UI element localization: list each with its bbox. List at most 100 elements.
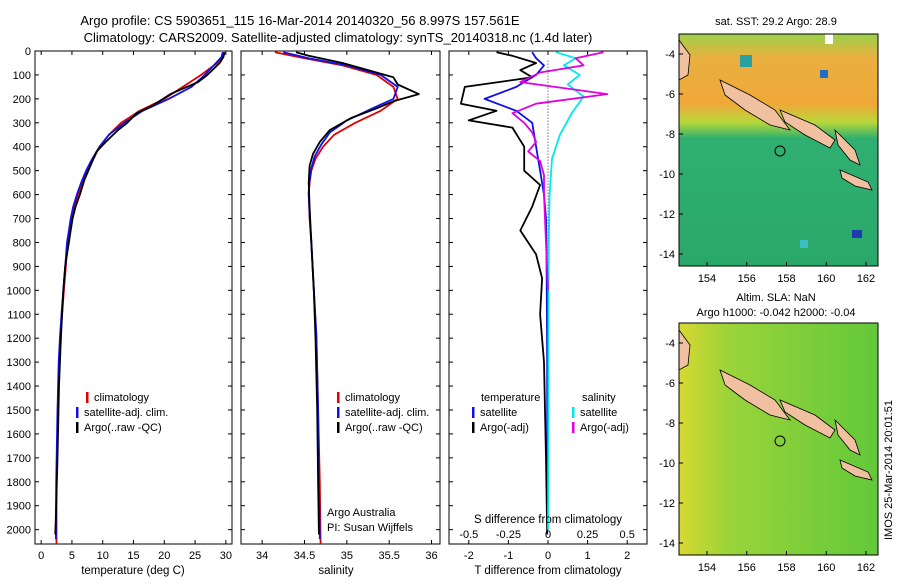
sla-map-frame (678, 322, 879, 556)
x-tick-label: 30 (220, 550, 232, 562)
legend-title-salinity: salinity (582, 392, 616, 404)
sst-missing-cell (825, 34, 833, 44)
depth-tick-label: 200 (13, 94, 31, 106)
sla-map: Altim. SLA: NaN Argo h1000: -0.042 h2000… (659, 292, 879, 574)
legend-label-argo: Argo(..raw -QC) (84, 422, 162, 434)
x-tick-label: 35 (341, 550, 353, 562)
legend-label-satellite: satellite-adj. clim. (345, 407, 429, 419)
sst-map-ticks: 154 156 158 160 162 -4 -6 -8 -10 -12 -14 (659, 49, 875, 285)
difference-panel: -2 -1 0 1 2 -0.5 -0.25 0 0.25 0.5 T difference fr… (448, 50, 648, 577)
temperature-series (54, 51, 226, 544)
latitude-tick-label: -14 (659, 538, 675, 550)
depth-tick-label: 700 (13, 214, 31, 226)
salinity-xlabel: salinity (318, 565, 353, 577)
legend-title-temperature: temperature (481, 392, 540, 404)
salinity-diff-tick-label: -0.5 (459, 529, 478, 541)
legend-label-s-argo: Argo(-adj) (580, 422, 629, 434)
longitude-tick-label: 162 (857, 273, 875, 285)
title-line-1: Argo profile: CS 5903651_115 16-Mar-2014… (80, 13, 520, 28)
footer-timestamp: IMOS 25-Mar-2014 20:01:51 (883, 400, 895, 540)
latitude-tick-label: -4 (665, 338, 675, 350)
difference-xlabel-bottom: T difference from climatology (474, 565, 621, 577)
x-tick-label: 2 (624, 550, 630, 562)
depth-tick-label: 1000 (7, 285, 31, 297)
series-line-argo (295, 51, 420, 535)
annotation-institution: Argo Australia (327, 507, 396, 519)
temperature-panel: 0100200300400500600700800900100011001200… (7, 46, 233, 577)
legend-swatch-argo (76, 422, 79, 433)
salinity-diff-tick-label: -0.25 (496, 529, 521, 541)
sla-coastline (678, 328, 873, 481)
sst-map-frame (678, 33, 879, 267)
depth-tick-label: 600 (13, 190, 31, 202)
depth-tick-label: 1500 (7, 405, 31, 417)
salinity-axes-frame (240, 50, 441, 545)
x-tick-label: 10 (97, 550, 109, 562)
depth-tick-label: 1300 (7, 357, 31, 369)
series-line-satellite (55, 51, 224, 540)
depth-tick-label: 1600 (7, 429, 31, 441)
legend-label-climatology: climatology (94, 392, 150, 404)
temperature-axis-ticks: 0 5 10 15 20 25 30 (38, 51, 232, 562)
latitude-tick-label: -12 (659, 498, 675, 510)
x-tick-label: 25 (189, 550, 201, 562)
argo-position-marker (774, 145, 786, 157)
latitude-tick-label: -8 (665, 129, 675, 141)
latitude-tick-label: -8 (665, 418, 675, 430)
longitude-tick-label: 162 (857, 562, 875, 574)
island-shape (779, 109, 836, 149)
legend-label-s-satellite: satellite (580, 407, 617, 419)
sst-cell (740, 55, 752, 67)
x-tick-label: 0 (545, 550, 551, 562)
salinity-panel: 34 34.5 35 35.5 36 salinity climatology sate… (240, 50, 441, 577)
difference-axis-ticks: -2 -1 0 1 2 -0.5 -0.25 0 0.25 0.5 (459, 51, 635, 562)
latitude-tick-label: -4 (665, 49, 675, 61)
latitude-tick-label: -12 (659, 209, 675, 221)
latitude-tick-label: -10 (659, 458, 675, 470)
island-shape (719, 369, 791, 421)
latitude-tick-label: -14 (659, 249, 675, 261)
sst-coastline (678, 38, 873, 191)
longitude-tick-label: 154 (698, 562, 716, 574)
depth-tick-label: 400 (13, 142, 31, 154)
difference-xlabel-top: S difference from climatology (474, 514, 622, 526)
x-tick-label: 34.5 (294, 550, 315, 562)
depth-tick-label: 1800 (7, 477, 31, 489)
sst-cell (800, 240, 808, 248)
depth-tick-label: 100 (13, 70, 31, 82)
temperature-xlabel: temperature (deg C) (81, 565, 185, 577)
legend-swatch-climatology (337, 392, 340, 403)
difference-depth-ticks (449, 50, 647, 531)
sst-cell (852, 230, 862, 238)
x-tick-label: 34 (256, 550, 268, 562)
legend-label-t-satellite: satellite (480, 407, 517, 419)
depth-tick-label: 1900 (7, 501, 31, 513)
salinity-series (274, 51, 420, 545)
depth-tick-label: 2000 (7, 525, 31, 537)
sla-map-title-1: Altim. SLA: NaN (736, 292, 816, 304)
legend-swatch-s-argo (572, 422, 575, 433)
longitude-tick-label: 158 (777, 273, 795, 285)
difference-legend: temperature satellite Argo(-adj) salinit… (472, 392, 629, 434)
island-shape (839, 459, 873, 481)
x-tick-label: -1 (504, 550, 514, 562)
x-tick-label: 15 (127, 550, 139, 562)
legend-swatch-t-satellite (472, 407, 475, 418)
sst-map-title: sat. SST: 29.2 Argo: 28.9 (715, 16, 837, 28)
longitude-tick-label: 160 (817, 273, 835, 285)
depth-axis-ticks: 0 100 200 300 400 500 600 700 800 900 1000 1100 1200… (7, 46, 232, 537)
depth-tick-label: 500 (13, 166, 31, 178)
annotation-pi: PI: Susan Wijffels (327, 522, 413, 534)
series-line-argo (54, 51, 226, 535)
legend-label-satellite: satellite-adj. clim. (84, 407, 168, 419)
island-shape (779, 399, 836, 439)
series-line-s-argo (511, 51, 609, 291)
series-line-t-satellite (483, 51, 549, 530)
depth-tick-label: 900 (13, 261, 31, 273)
legend-swatch-satellite (76, 407, 79, 418)
legend-swatch-t-argo (472, 422, 475, 433)
salinity-depth-ticks (241, 50, 440, 531)
depth-tick-label: 1400 (7, 381, 31, 393)
depth-tick-label: 1700 (7, 453, 31, 465)
